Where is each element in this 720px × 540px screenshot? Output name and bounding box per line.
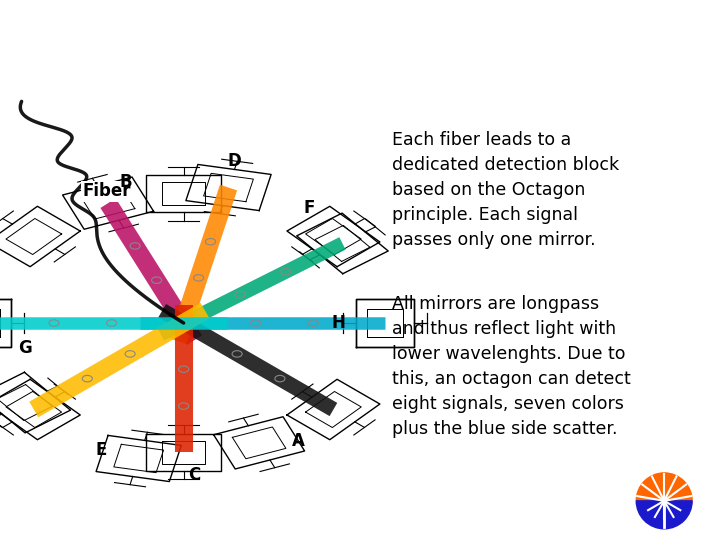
Text: C: C [188,467,201,484]
Wedge shape [636,473,692,501]
Text: Each fiber leads to a
dedicated detection block
based on the Octagon
principle. : Each fiber leads to a dedicated detectio… [392,131,619,249]
Text: All mirrors are longpass
and thus reflect light with
lower wavelenghts. Due to
t: All mirrors are longpass and thus reflec… [392,295,631,438]
Text: D: D [227,152,241,171]
Text: Fiber: Fiber [83,183,131,200]
Text: G: G [18,340,32,357]
Text: Basic Parts of the FACS Aria: Basic Parts of the FACS Aria [43,29,480,57]
Text: F: F [304,199,315,217]
Text: A: A [292,432,305,450]
Text: E: E [95,441,107,459]
Text: H: H [331,314,346,332]
Wedge shape [636,501,692,529]
Text: B: B [120,173,132,191]
